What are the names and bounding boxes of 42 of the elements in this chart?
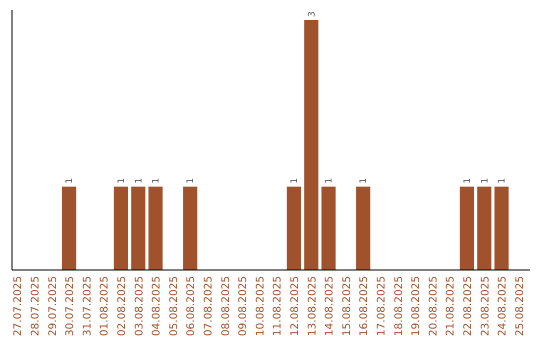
data-label: 1 bbox=[290, 178, 300, 184]
x-tick-label: 17.08.2025 bbox=[375, 276, 388, 336]
x-tick-label: 06.08.2025 bbox=[185, 276, 198, 336]
x-tick-label: 25.08.2025 bbox=[514, 276, 526, 336]
data-label: 1 bbox=[480, 178, 490, 184]
data-label: 1 bbox=[134, 178, 144, 184]
x-tick-label: 19.08.2025 bbox=[410, 276, 422, 336]
x-tick-label: 13.08.2025 bbox=[306, 276, 318, 336]
x-tick-label: 02.08.2025 bbox=[116, 276, 128, 336]
x-tick-label: 30.07.2025 bbox=[64, 276, 76, 336]
x-tick-label: 18.08.2025 bbox=[392, 276, 405, 336]
x-tick-label: 03.08.2025 bbox=[133, 276, 146, 336]
data-label: 1 bbox=[324, 178, 335, 184]
x-tick-label: 11.08.2025 bbox=[272, 276, 284, 336]
x-tick-label: 27.07.2025 bbox=[12, 276, 24, 336]
x-tick-label: 01.08.2025 bbox=[98, 276, 111, 336]
data-label: 1 bbox=[116, 178, 127, 184]
x-tick-label: 21.08.2025 bbox=[444, 276, 457, 336]
x-tick-label: 10.08.2025 bbox=[254, 276, 266, 336]
x-tick-label: 08.08.2025 bbox=[220, 276, 232, 336]
x-tick-label: 23.08.2025 bbox=[479, 276, 492, 336]
data-label: 1 bbox=[498, 178, 508, 184]
data-label: 1 bbox=[186, 178, 196, 184]
data-label: 3 bbox=[307, 11, 318, 17]
x-tick-label: 14.08.2025 bbox=[324, 276, 336, 336]
x-tick-label: 04.08.2025 bbox=[150, 276, 163, 336]
data-label: 1 bbox=[462, 178, 473, 184]
data-label: 1 bbox=[152, 178, 162, 184]
x-tick-label: 05.08.2025 bbox=[168, 276, 180, 336]
x-tick-label: 22.08.2025 bbox=[462, 276, 474, 336]
x-tick-label: 20.08.2025 bbox=[427, 276, 440, 336]
data-label: 1 bbox=[65, 178, 76, 184]
x-tick-label: 07.08.2025 bbox=[202, 276, 214, 336]
data-label: 1 bbox=[359, 178, 370, 184]
x-tick-label: 24.08.2025 bbox=[496, 276, 509, 336]
x-tick-label: 15.08.2025 bbox=[340, 276, 353, 336]
x-tick-label: 28.07.2025 bbox=[29, 276, 42, 336]
x-tick-label: 12.08.2025 bbox=[288, 276, 301, 336]
x-tick-label: 09.08.2025 bbox=[237, 276, 250, 336]
x-tick-label: 16.08.2025 bbox=[358, 276, 370, 336]
x-tick-label: 29.07.2025 bbox=[46, 276, 59, 336]
x-tick-label: 31.07.2025 bbox=[81, 276, 94, 336]
